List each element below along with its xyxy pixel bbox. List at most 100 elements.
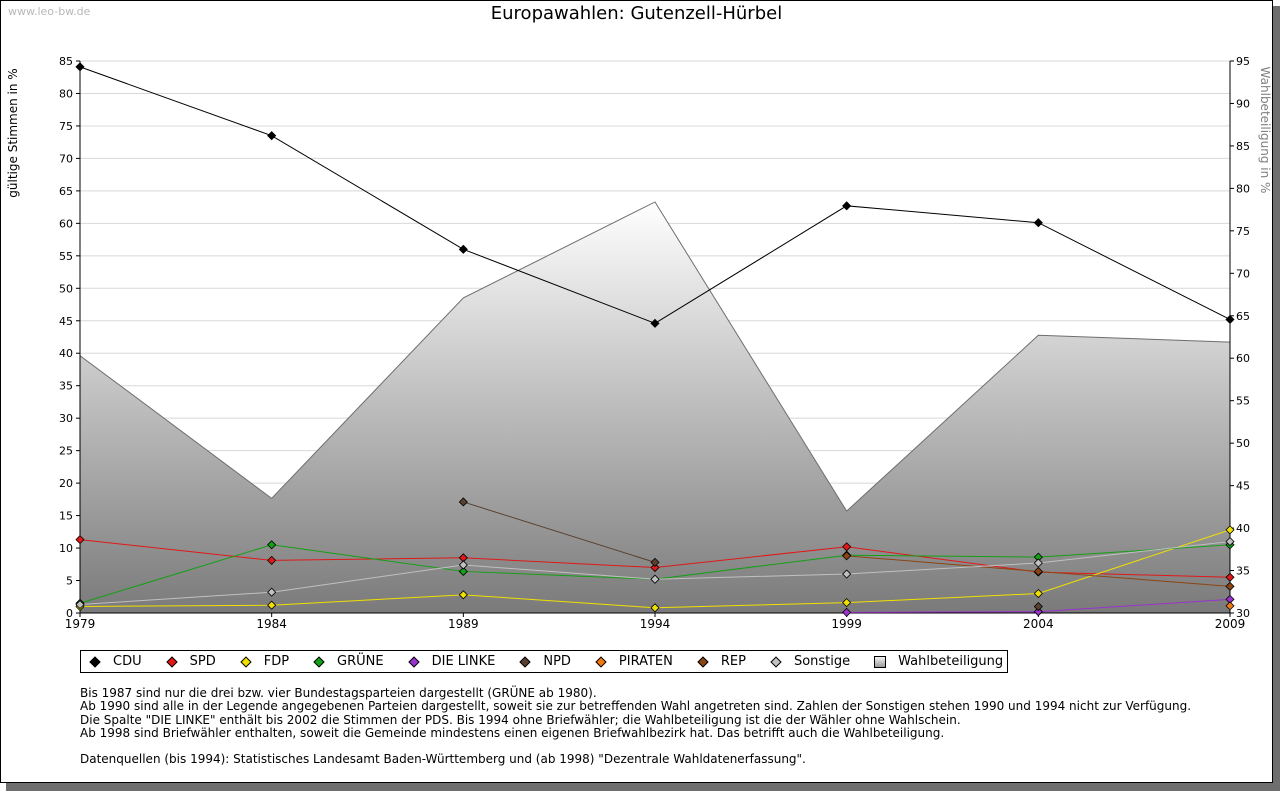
watermark: www.leo-bw.de xyxy=(8,5,91,18)
y-tick-label: 30 xyxy=(59,412,73,425)
legend-diamond-icon xyxy=(313,655,325,668)
data-point-sonstige xyxy=(267,587,277,597)
turnout-area xyxy=(79,201,1231,614)
legend-label: CDU xyxy=(113,654,142,669)
legend-diamond-icon xyxy=(595,655,607,668)
data-point-fdp xyxy=(842,598,852,608)
legend-item: REP xyxy=(697,654,746,669)
data-point-npd xyxy=(1033,601,1043,612)
data-point-cdu xyxy=(650,318,660,328)
x-tick-label: 1984 xyxy=(256,617,287,631)
y-tick-label: 70 xyxy=(59,152,73,165)
data-point-sonstige xyxy=(458,560,468,570)
y-tick-label: 10 xyxy=(59,542,73,555)
data-point-npd xyxy=(458,497,468,507)
data-point-sonstige xyxy=(75,599,85,610)
y2-tick-label: 35 xyxy=(1236,565,1250,578)
y-tick-label: 80 xyxy=(59,87,73,100)
y-tick-label: 5 xyxy=(66,575,73,588)
y2-tick-label: 85 xyxy=(1236,140,1250,153)
y2-tick-label: 60 xyxy=(1236,352,1250,365)
data-point-rep xyxy=(1225,581,1235,591)
y-tick-label: 0 xyxy=(66,607,73,620)
y2-tick-label: 95 xyxy=(1236,55,1250,68)
legend-item: SPD xyxy=(165,654,216,669)
x-tick-label: 1994 xyxy=(640,617,671,631)
axes: 0 5 10 15 20 25 30 35 40 45 50 55 60 65 70 75 80 85 30 35 40… xyxy=(59,55,1250,631)
data-point-sonstige xyxy=(650,574,660,584)
y2-tick-label: 45 xyxy=(1236,480,1250,493)
legend-label: DIE LINKE xyxy=(431,654,496,669)
legend-diamond-icon xyxy=(89,655,101,668)
y-tick-label: 50 xyxy=(59,282,73,295)
note-line: Ab 1998 sind Briefwähler enthalten, sowe… xyxy=(80,725,945,740)
notes: Bis 1987 sind nur die drei bzw. vier Bun… xyxy=(80,686,1192,767)
y-tick-label: 15 xyxy=(59,510,73,523)
data-point-fdp xyxy=(267,600,277,610)
chart-title: Europawahlen: Gutenzell-Hürbel xyxy=(490,3,783,24)
legend-item: FDP xyxy=(240,654,289,669)
y-tick-label: 85 xyxy=(59,55,73,68)
series-points xyxy=(75,62,1235,617)
legend-item: PIRATEN xyxy=(595,654,673,669)
note-line: Ab 1990 sind alle in der Legende angegeb… xyxy=(80,699,1192,714)
x-tick-label: 1989 xyxy=(448,617,479,631)
y-tick-label: 35 xyxy=(59,380,73,393)
y2-tick-label: 50 xyxy=(1236,437,1250,450)
legend-label: PIRATEN xyxy=(618,654,673,669)
data-point-rep xyxy=(842,551,852,561)
y2-tick-label: 70 xyxy=(1236,267,1250,280)
data-point-die-linke xyxy=(1033,607,1043,617)
y2-axis-label: Wahlbeteiligung in % xyxy=(1258,67,1272,194)
y2-tick-label: 40 xyxy=(1236,522,1250,535)
frame-shadow-bottom xyxy=(6,783,1280,791)
data-point-cdu xyxy=(1033,218,1043,228)
y-tick-label: 20 xyxy=(59,477,73,490)
data-point-gr-ne xyxy=(267,540,277,550)
legend-item: DIE LINKE xyxy=(407,654,496,669)
data-point-spd xyxy=(650,562,660,573)
sources-line: Datenquellen (bis 1994): Statistisches L… xyxy=(80,752,806,767)
series-line-npd xyxy=(463,501,656,563)
legend-item: GRÜNE xyxy=(313,654,384,669)
y-tick-label: 60 xyxy=(59,217,73,230)
y-tick-label: 55 xyxy=(59,250,73,263)
y-tick-label: 25 xyxy=(59,445,73,458)
legend-label: FDP xyxy=(263,654,290,669)
legend-diamond-icon xyxy=(697,655,709,668)
x-tick-label: 2009 xyxy=(1215,617,1246,631)
y-tick-label: 45 xyxy=(59,315,73,328)
data-point-sonstige xyxy=(1225,536,1235,547)
y2-tick-label: 30 xyxy=(1236,607,1250,620)
data-point-fdp xyxy=(1033,588,1043,599)
legend-diamond-icon xyxy=(165,655,178,668)
data-point-gr-ne xyxy=(458,566,468,577)
legend-diamond-icon xyxy=(240,655,252,668)
y-axis-label: gültige Stimmen in % xyxy=(6,68,20,197)
x-tick-label: 2004 xyxy=(1023,617,1054,631)
y-tick-label: 40 xyxy=(59,347,73,360)
x-tick-label: 1979 xyxy=(65,617,96,631)
legend-diamond-icon xyxy=(407,655,420,668)
data-point-cdu xyxy=(458,244,468,254)
data-point-rep xyxy=(1033,566,1043,577)
legend-diamond-icon xyxy=(770,655,782,668)
legend-diamond-icon xyxy=(519,655,532,668)
data-point-sonstige xyxy=(842,569,852,579)
legend-item: NPD xyxy=(519,654,571,669)
legend: CDU SPD FDP GRÜNE DIE LINKE NPD PIRATEN REP Sons… xyxy=(80,650,1009,673)
data-point-npd xyxy=(650,557,660,567)
data-point-spd xyxy=(1225,572,1235,582)
legend-label: GRÜNE xyxy=(337,654,384,669)
data-point-cdu xyxy=(267,131,277,141)
legend-label: Sonstige xyxy=(793,654,851,669)
note-line: Bis 1987 sind nur die drei bzw. vier Bun… xyxy=(80,686,597,700)
legend-item: Sonstige xyxy=(770,654,850,669)
legend-item: CDU xyxy=(89,654,142,669)
y2-tick-label: 80 xyxy=(1236,182,1250,195)
data-point-cdu xyxy=(1225,314,1235,325)
data-point-cdu xyxy=(75,62,85,72)
legend-label: NPD xyxy=(543,654,571,669)
y2-tick-label: 75 xyxy=(1236,225,1250,238)
